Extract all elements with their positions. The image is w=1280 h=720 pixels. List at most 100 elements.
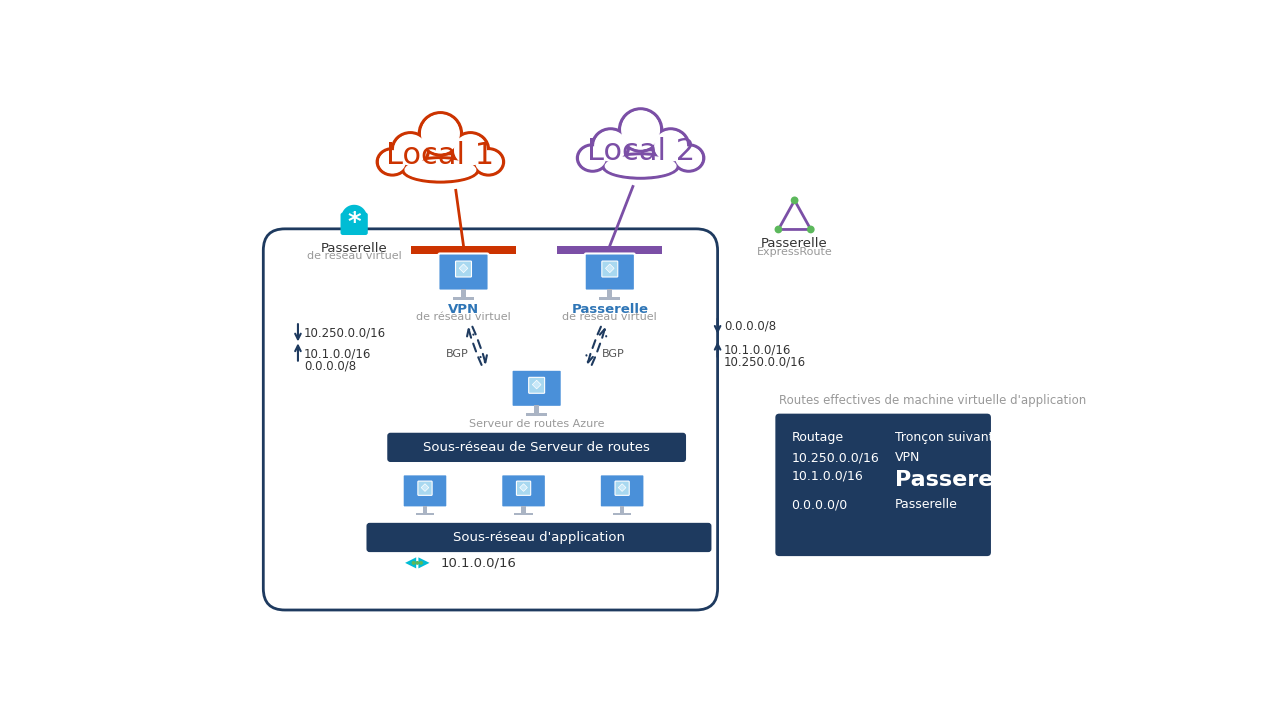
Text: 10.1.0.0/16: 10.1.0.0/16 [723, 343, 791, 356]
Ellipse shape [605, 156, 676, 176]
Polygon shape [460, 264, 467, 273]
Bar [411, 246, 516, 254]
Text: Sous-réseau de Serveur de routes: Sous-réseau de Serveur de routes [424, 441, 650, 454]
Polygon shape [404, 557, 416, 568]
FancyBboxPatch shape [340, 212, 367, 235]
Text: 0.0.0.0/8: 0.0.0.0/8 [723, 320, 776, 333]
Ellipse shape [655, 131, 686, 161]
Polygon shape [421, 484, 429, 492]
FancyBboxPatch shape [388, 433, 686, 462]
Ellipse shape [454, 135, 486, 165]
Bar [422, 506, 428, 513]
Text: ExpressRoute: ExpressRoute [756, 246, 832, 256]
Text: Serveur de routes Azure: Serveur de routes Azure [468, 419, 604, 429]
Ellipse shape [394, 135, 426, 165]
Bar [526, 413, 547, 416]
Text: Routage: Routage [791, 431, 844, 444]
Ellipse shape [378, 149, 407, 175]
Ellipse shape [593, 129, 628, 163]
Ellipse shape [620, 109, 662, 151]
Text: 0.0.0.0/8: 0.0.0.0/8 [305, 359, 356, 372]
Circle shape [419, 561, 422, 565]
Text: BGP: BGP [445, 348, 468, 359]
Bar [515, 513, 532, 515]
FancyBboxPatch shape [403, 474, 447, 508]
Text: Passerelle: Passerelle [895, 470, 1024, 490]
Ellipse shape [380, 151, 404, 173]
Circle shape [412, 561, 416, 565]
FancyBboxPatch shape [776, 414, 991, 556]
Bar [620, 506, 625, 513]
Text: *: * [347, 211, 361, 237]
Text: 10.1.0.0/16: 10.1.0.0/16 [305, 347, 371, 360]
Ellipse shape [404, 160, 476, 180]
Ellipse shape [420, 113, 461, 155]
Text: Local 2: Local 2 [586, 138, 695, 166]
Bar [453, 297, 474, 300]
Text: Passerelle: Passerelle [762, 238, 828, 251]
Bar [534, 405, 539, 413]
FancyBboxPatch shape [417, 481, 433, 495]
Circle shape [774, 225, 782, 233]
Ellipse shape [595, 131, 626, 161]
Circle shape [415, 561, 420, 565]
Ellipse shape [577, 145, 608, 171]
Polygon shape [532, 380, 541, 389]
Ellipse shape [476, 151, 502, 173]
Text: Sous-réseau d'application: Sous-réseau d'application [453, 531, 625, 544]
FancyBboxPatch shape [516, 481, 531, 495]
Text: Routes effectives de machine virtuelle d'application: Routes effectives de machine virtuelle d… [780, 394, 1087, 407]
Ellipse shape [603, 154, 678, 178]
Ellipse shape [676, 147, 701, 169]
Bar [416, 513, 434, 515]
Text: Passerelle: Passerelle [321, 242, 388, 255]
Polygon shape [618, 484, 626, 492]
Ellipse shape [403, 158, 477, 182]
FancyBboxPatch shape [602, 261, 618, 277]
FancyBboxPatch shape [438, 253, 489, 291]
Circle shape [791, 197, 799, 204]
FancyBboxPatch shape [600, 474, 644, 508]
Bar [521, 506, 526, 513]
Text: 10.250.0.0/16: 10.250.0.0/16 [791, 451, 879, 464]
Text: 10.1.0.0/16: 10.1.0.0/16 [791, 470, 863, 483]
Text: Tronçon suivant: Tronçon suivant [895, 431, 993, 444]
FancyBboxPatch shape [614, 481, 630, 495]
Ellipse shape [653, 129, 689, 163]
Bar [599, 297, 621, 300]
Ellipse shape [622, 111, 659, 149]
Text: 10.1.0.0/16: 10.1.0.0/16 [440, 557, 516, 570]
Polygon shape [419, 557, 430, 568]
Text: BGP: BGP [603, 348, 625, 359]
Circle shape [806, 225, 814, 233]
Text: VPN: VPN [448, 302, 479, 315]
Text: VPN: VPN [895, 451, 920, 464]
Ellipse shape [580, 147, 605, 169]
Text: Local 1: Local 1 [387, 141, 494, 170]
Text: de réseau virtuel: de réseau virtuel [307, 251, 402, 261]
Ellipse shape [474, 149, 503, 175]
Ellipse shape [673, 145, 704, 171]
Text: Passerelle: Passerelle [571, 302, 648, 315]
FancyBboxPatch shape [456, 261, 471, 277]
FancyBboxPatch shape [585, 253, 635, 291]
FancyBboxPatch shape [502, 474, 545, 508]
Bar [608, 289, 612, 297]
Ellipse shape [393, 132, 429, 167]
Text: 10.250.0.0/16: 10.250.0.0/16 [305, 326, 387, 339]
Ellipse shape [421, 114, 460, 153]
Bar [558, 246, 662, 254]
Text: de réseau virtuel: de réseau virtuel [562, 312, 657, 322]
Bar [613, 513, 631, 515]
FancyBboxPatch shape [366, 523, 712, 552]
Text: de réseau virtuel: de réseau virtuel [416, 312, 511, 322]
FancyBboxPatch shape [529, 377, 544, 393]
Polygon shape [520, 484, 527, 492]
FancyBboxPatch shape [512, 370, 562, 407]
Bar [461, 289, 466, 297]
Polygon shape [605, 264, 614, 273]
Text: 0.0.0.0/0: 0.0.0.0/0 [791, 498, 847, 511]
Ellipse shape [452, 132, 489, 167]
Text: Passerelle: Passerelle [895, 498, 957, 511]
Text: 10.250.0.0/16: 10.250.0.0/16 [723, 356, 806, 369]
